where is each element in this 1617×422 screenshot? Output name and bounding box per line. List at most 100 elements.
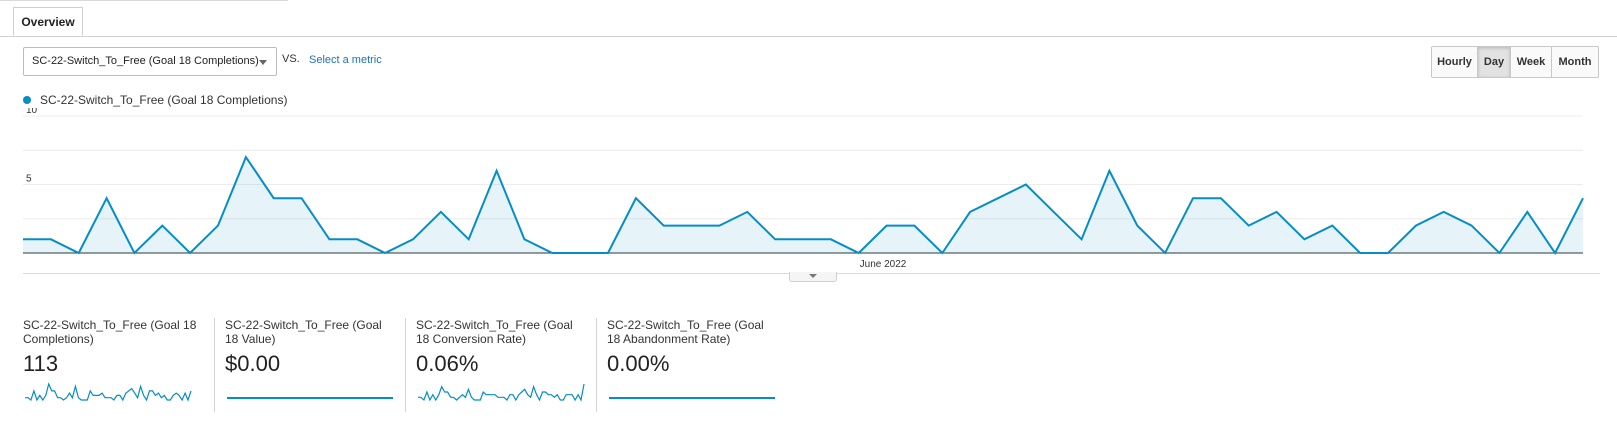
data-point[interactable] [856, 250, 862, 256]
scorecard-label: SC-22-Switch_To_Free (Goal 18 Conversion… [416, 318, 573, 346]
data-point[interactable] [76, 250, 82, 256]
scorecard[interactable]: SC-22-Switch_To_Free (Goal 18 Completion… [23, 318, 214, 412]
data-point[interactable] [271, 195, 277, 201]
data-point[interactable] [1162, 250, 1168, 256]
data-point[interactable] [1385, 250, 1391, 256]
data-point[interactable] [1301, 236, 1307, 242]
data-point[interactable] [661, 223, 667, 229]
data-point[interactable] [911, 223, 917, 229]
data-point[interactable] [800, 236, 806, 242]
scorecard-value: 0.00% [607, 351, 670, 376]
line-chart: 10 5 June 2022 [20, 108, 1586, 270]
data-point[interactable] [1580, 195, 1586, 201]
scorecard-value: $0.00 [225, 351, 281, 376]
data-point[interactable] [48, 236, 54, 242]
data-point[interactable] [1051, 209, 1057, 215]
data-point[interactable] [1134, 223, 1140, 229]
data-point[interactable] [884, 223, 890, 229]
data-point[interactable] [716, 223, 722, 229]
x-axis-label: June 2022 [860, 259, 907, 270]
data-point[interactable] [159, 223, 165, 229]
sparkline-path [25, 382, 192, 402]
data-point[interactable] [995, 195, 1001, 201]
data-point[interactable] [243, 154, 249, 160]
data-point[interactable] [967, 209, 973, 215]
top-border [0, 0, 288, 1]
data-point[interactable] [1079, 236, 1085, 242]
data-point[interactable] [131, 250, 137, 256]
scorecard-value: 0.06% [416, 351, 479, 376]
data-point[interactable] [299, 195, 305, 201]
data-point[interactable] [744, 209, 750, 215]
data-point[interactable] [939, 250, 945, 256]
data-point[interactable] [1023, 182, 1029, 188]
hourly-button[interactable]: Hourly [1432, 47, 1478, 77]
scorecard[interactable]: SC-22-Switch_To_Free (Goal 18 Conversion… [405, 318, 596, 412]
data-point[interactable] [1413, 223, 1419, 229]
caret-down-icon [809, 274, 817, 278]
scorecard-label: SC-22-Switch_To_Free (Goal 18 Abandonmen… [607, 318, 764, 346]
collapse-chart-handle[interactable] [789, 272, 837, 282]
metric-select-dropdown[interactable]: SC-22-Switch_To_Free (Goal 18 Completion… [23, 47, 277, 76]
data-point[interactable] [1357, 250, 1363, 256]
data-point[interactable] [633, 195, 639, 201]
scorecard-label: SC-22-Switch_To_Free (Goal 18 Completion… [23, 318, 197, 346]
data-point[interactable] [20, 236, 26, 242]
series-area [23, 157, 1583, 253]
data-point[interactable] [1441, 209, 1447, 215]
sparkline [227, 397, 393, 399]
legend-series-label: SC-22-Switch_To_Free (Goal 18 Completion… [40, 93, 288, 107]
scorecard[interactable]: SC-22-Switch_To_Free (Goal 18 Abandonmen… [596, 318, 787, 412]
sparkline [25, 382, 192, 402]
legend-dot-icon [23, 96, 31, 104]
scorecard-value: 113 [23, 351, 59, 376]
data-point[interactable] [187, 250, 193, 256]
data-point[interactable] [1329, 223, 1335, 229]
data-point[interactable] [466, 236, 472, 242]
scorecard-label: SC-22-Switch_To_Free (Goal 18 Value) [225, 318, 382, 346]
data-point[interactable] [1496, 250, 1502, 256]
scorecard-row: SC-22-Switch_To_Free (Goal 18 Completion… [23, 318, 787, 412]
data-point[interactable] [410, 236, 416, 242]
granularity-toggle: Hourly Day Week Month [1431, 46, 1599, 78]
vs-label: VS. [282, 53, 300, 65]
data-point[interactable] [605, 250, 611, 256]
data-point[interactable] [1524, 209, 1530, 215]
data-point[interactable] [689, 223, 695, 229]
data-point[interactable] [354, 236, 360, 242]
chart-legend: SC-22-Switch_To_Free (Goal 18 Completion… [23, 93, 287, 107]
tab-overview[interactable]: Overview [13, 7, 83, 36]
data-point[interactable] [326, 236, 332, 242]
data-point[interactable] [828, 236, 834, 242]
data-point[interactable] [549, 250, 555, 256]
y-tick-label: 10 [26, 108, 38, 116]
data-point[interactable] [772, 236, 778, 242]
select-metric-link[interactable]: Select a metric [309, 54, 382, 66]
y-tick-label: 5 [26, 174, 32, 185]
data-point[interactable] [521, 236, 527, 242]
tab-bar-divider [0, 36, 1617, 37]
data-point[interactable] [1274, 209, 1280, 215]
data-point[interactable] [1190, 195, 1196, 201]
series-line [23, 154, 1584, 255]
data-point[interactable] [1552, 250, 1558, 256]
sparkline [609, 397, 775, 399]
data-point[interactable] [577, 250, 583, 256]
data-point[interactable] [1106, 168, 1112, 174]
week-button[interactable]: Week [1511, 47, 1552, 77]
data-point[interactable] [1469, 223, 1475, 229]
day-button[interactable]: Day [1478, 47, 1511, 77]
chevron-down-icon [259, 60, 267, 65]
sparkline [418, 383, 585, 402]
month-button[interactable]: Month [1552, 47, 1598, 77]
data-point[interactable] [494, 168, 500, 174]
data-point[interactable] [104, 195, 110, 201]
sparkline-path [418, 383, 585, 402]
data-point[interactable] [1218, 195, 1224, 201]
metric-select-value: SC-22-Switch_To_Free (Goal 18 Completion… [32, 55, 259, 67]
data-point[interactable] [215, 223, 221, 229]
scorecard[interactable]: SC-22-Switch_To_Free (Goal 18 Value) $0.… [214, 318, 405, 412]
data-point[interactable] [438, 209, 444, 215]
data-point[interactable] [382, 250, 388, 256]
data-point[interactable] [1246, 223, 1252, 229]
